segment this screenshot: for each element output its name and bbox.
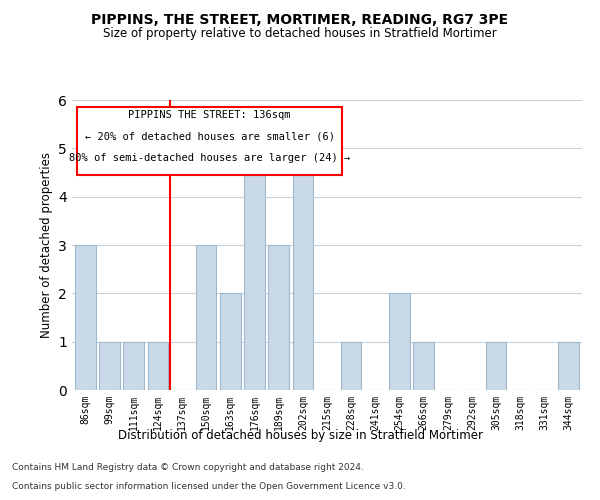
FancyBboxPatch shape	[77, 108, 342, 176]
Bar	[148, 342, 168, 390]
Bar	[486, 342, 506, 390]
Bar	[75, 245, 95, 390]
Bar	[413, 342, 434, 390]
Y-axis label: Number of detached properties: Number of detached properties	[40, 152, 53, 338]
Bar	[196, 245, 217, 390]
Bar	[389, 294, 410, 390]
Bar	[559, 342, 579, 390]
Text: ← 20% of detached houses are smaller (6): ← 20% of detached houses are smaller (6)	[85, 132, 335, 141]
Bar	[220, 294, 241, 390]
Text: Size of property relative to detached houses in Stratfield Mortimer: Size of property relative to detached ho…	[103, 28, 497, 40]
Text: Distribution of detached houses by size in Stratfield Mortimer: Distribution of detached houses by size …	[118, 428, 482, 442]
Text: Contains HM Land Registry data © Crown copyright and database right 2024.: Contains HM Land Registry data © Crown c…	[12, 464, 364, 472]
Bar	[99, 342, 120, 390]
Bar	[124, 342, 144, 390]
Text: Contains public sector information licensed under the Open Government Licence v3: Contains public sector information licen…	[12, 482, 406, 491]
Bar	[268, 245, 289, 390]
Text: 80% of semi-detached houses are larger (24) →: 80% of semi-detached houses are larger (…	[69, 152, 350, 162]
Text: PIPPINS, THE STREET, MORTIMER, READING, RG7 3PE: PIPPINS, THE STREET, MORTIMER, READING, …	[91, 12, 509, 26]
Bar	[244, 148, 265, 390]
Bar	[341, 342, 361, 390]
Text: PIPPINS THE STREET: 136sqm: PIPPINS THE STREET: 136sqm	[128, 110, 291, 120]
Bar	[293, 148, 313, 390]
